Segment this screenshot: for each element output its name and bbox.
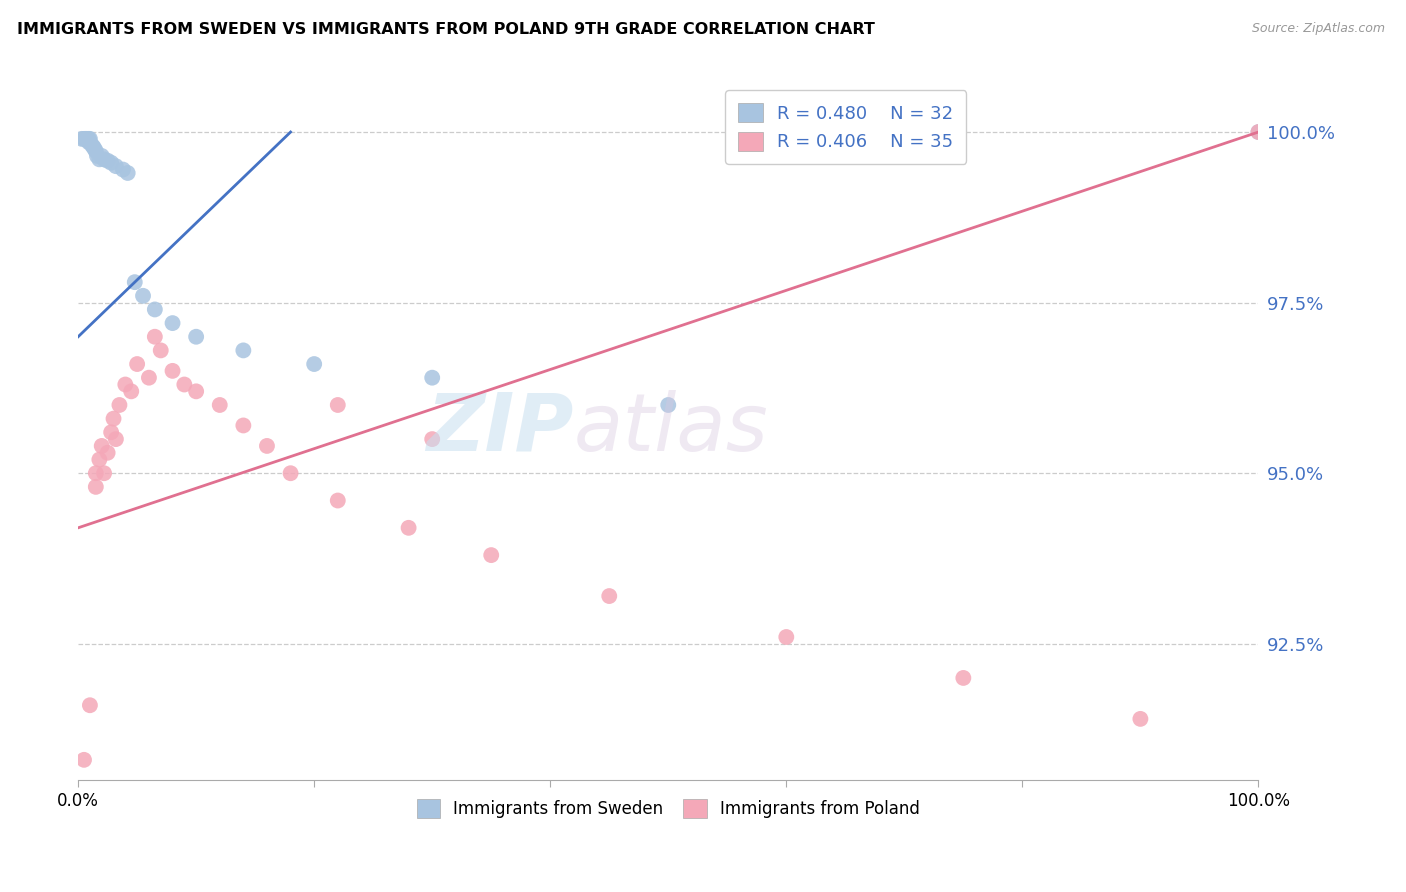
Point — [79, 132, 101, 146]
Text: ZIP: ZIP — [426, 390, 574, 468]
Point — [97, 446, 120, 460]
Point — [82, 138, 104, 153]
Point — [598, 589, 620, 603]
Point — [132, 289, 155, 303]
Point — [70, 132, 93, 146]
Point — [84, 144, 107, 158]
Point — [420, 432, 443, 446]
Point — [120, 384, 142, 399]
Point — [93, 467, 115, 481]
Text: atlas: atlas — [574, 390, 769, 468]
Point — [952, 671, 974, 685]
Point — [79, 698, 101, 713]
Point — [326, 398, 349, 412]
Point — [256, 439, 278, 453]
Point — [75, 132, 97, 146]
Point — [657, 398, 679, 412]
Point — [97, 153, 120, 168]
Point — [186, 330, 208, 344]
Legend: Immigrants from Sweden, Immigrants from Poland: Immigrants from Sweden, Immigrants from … — [411, 793, 927, 825]
Point — [86, 149, 108, 163]
Point — [104, 159, 127, 173]
Point — [83, 142, 105, 156]
Point — [149, 343, 172, 358]
Point — [143, 330, 166, 344]
Point — [104, 432, 127, 446]
Point — [162, 316, 184, 330]
Point — [143, 302, 166, 317]
Point — [84, 480, 107, 494]
Point — [775, 630, 797, 644]
Point — [117, 166, 139, 180]
Point — [127, 357, 149, 371]
Point — [77, 135, 100, 149]
Point — [89, 153, 111, 167]
Point — [173, 377, 195, 392]
Point — [111, 162, 134, 177]
Point — [75, 132, 97, 146]
Point — [100, 425, 122, 440]
Point — [89, 452, 111, 467]
Point — [138, 370, 160, 384]
Text: IMMIGRANTS FROM SWEDEN VS IMMIGRANTS FROM POLAND 9TH GRADE CORRELATION CHART: IMMIGRANTS FROM SWEDEN VS IMMIGRANTS FRO… — [17, 22, 875, 37]
Point — [420, 370, 443, 384]
Point — [186, 384, 208, 399]
Point — [108, 398, 131, 412]
Point — [280, 467, 302, 481]
Point — [103, 411, 125, 425]
Point — [232, 343, 254, 358]
Point — [82, 140, 104, 154]
Point — [398, 521, 420, 535]
Point — [1247, 125, 1270, 139]
Point — [232, 418, 254, 433]
Point — [124, 275, 146, 289]
Point — [162, 364, 184, 378]
Point — [326, 493, 349, 508]
Point — [84, 467, 107, 481]
Text: Source: ZipAtlas.com: Source: ZipAtlas.com — [1251, 22, 1385, 36]
Point — [73, 132, 96, 146]
Point — [100, 155, 122, 169]
Point — [73, 753, 96, 767]
Point — [479, 548, 502, 562]
Point — [90, 149, 112, 163]
Point — [76, 132, 98, 146]
Point — [1247, 125, 1270, 139]
Point — [79, 135, 101, 149]
Point — [93, 153, 115, 167]
Point — [77, 132, 100, 146]
Point — [114, 377, 136, 392]
Point — [302, 357, 325, 371]
Point — [90, 439, 112, 453]
Point — [208, 398, 231, 412]
Point — [1129, 712, 1152, 726]
